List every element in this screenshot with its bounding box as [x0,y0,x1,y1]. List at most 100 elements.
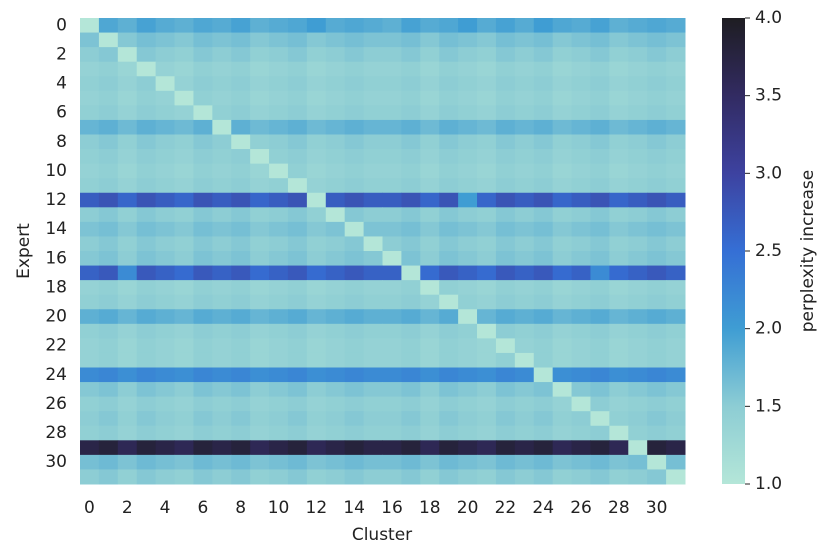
heatmap-cell [287,178,308,194]
heatmap-cell [382,411,402,427]
heatmap-cell [136,323,157,339]
heatmap-cell [382,32,402,48]
heatmap-cell [401,149,421,165]
heatmap-cell [193,265,213,281]
heatmap-cell [514,411,535,427]
heatmap-cell [666,382,686,398]
x-tick-label: 30 [646,498,668,518]
heatmap-cell [344,76,365,92]
heatmap-cell [269,32,289,48]
heatmap-cell [609,119,629,135]
heatmap-cell [193,207,213,223]
heatmap-cell [477,352,497,368]
heatmap-cell [552,18,573,34]
heatmap-cell [363,280,383,296]
heatmap-cell [250,323,270,339]
heatmap-cell [98,469,119,485]
heatmap-cell [269,90,289,106]
heatmap-cell [287,382,308,398]
heatmap-cell [306,352,327,368]
heatmap-cell [533,119,554,135]
heatmap-cell [136,309,157,325]
heatmap-cell [439,338,459,354]
heatmap-cell [287,323,308,339]
heatmap-cell [552,309,573,325]
heatmap-cell [401,178,421,194]
heatmap-cell [590,294,610,310]
heatmap-cell [98,367,119,383]
heatmap-cell [382,309,402,325]
heatmap-cell [136,251,157,267]
heatmap-cell [420,454,440,470]
heatmap-cell [80,149,100,165]
heatmap-cell [117,411,138,427]
heatmap-cell [590,149,610,165]
heatmap-cell [136,411,157,427]
heatmap-cell [590,280,610,296]
heatmap-cell [174,396,194,412]
heatmap-cell [363,207,383,223]
heatmap-cell [609,469,629,485]
heatmap-cell [212,251,232,267]
heatmap-cell [344,18,365,34]
heatmap-cell [514,265,535,281]
heatmap-cell [117,396,138,412]
heatmap-cell [344,251,365,267]
heatmap-cell [325,32,346,48]
heatmap-cell [571,469,591,485]
heatmap-cell [250,149,270,165]
heatmap-cell [80,280,100,296]
heatmap-cell [344,105,365,121]
heatmap-cell [287,425,308,441]
heatmap-cell [231,309,251,325]
heatmap-cell [666,469,686,485]
heatmap-cell [306,425,327,441]
heatmap-cell [212,18,232,34]
heatmap-cell [666,309,686,325]
heatmap-cell [306,18,327,34]
heatmap-cell [117,47,138,63]
heatmap-cell [193,18,213,34]
heatmap-cell [80,32,100,48]
heatmap-cell [571,251,591,267]
heatmap-cell [458,90,478,106]
heatmap-cell [628,221,648,237]
heatmap-cell [552,323,573,339]
heatmap-cell [609,411,629,427]
heatmap-cell [382,425,402,441]
heatmap-cell [420,382,440,398]
heatmap-cell [155,47,176,63]
heatmap-cell [155,221,176,237]
heatmap-cell [306,163,327,179]
heatmap-cell [458,411,478,427]
heatmap-cell [401,323,421,339]
heatmap-cell [269,338,289,354]
heatmap-cell [250,265,270,281]
heatmap-cell [647,76,667,92]
heatmap-cell [420,61,440,77]
heatmap-cell [552,105,573,121]
heatmap-cell [401,192,421,208]
heatmap-cell [269,149,289,165]
x-tick-label: 24 [532,498,554,518]
heatmap-cell [590,469,610,485]
heatmap-cell [250,90,270,106]
x-tick-label: 18 [419,498,441,518]
heatmap-cell [363,163,383,179]
heatmap-cell [420,134,440,150]
heatmap-cell [193,163,213,179]
heatmap-cell [174,134,194,150]
heatmap-cell [155,280,176,296]
heatmap-cell [325,425,346,441]
heatmap-cell [439,47,459,63]
heatmap-cell [609,425,629,441]
heatmap-cell [628,105,648,121]
heatmap-cell [344,396,365,412]
heatmap-cell [174,323,194,339]
heatmap-cell [212,134,232,150]
heatmap-cell [117,352,138,368]
heatmap-cell [363,134,383,150]
heatmap-cell [231,76,251,92]
heatmap-cell [514,280,535,296]
heatmap-cell [458,265,478,281]
